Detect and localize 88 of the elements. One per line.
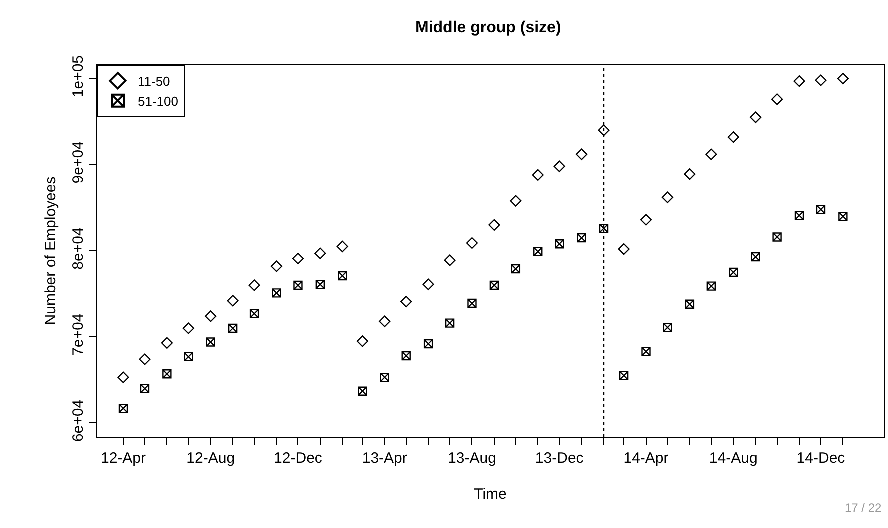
point <box>270 260 283 272</box>
y-tick-label: 9e+04 <box>70 142 87 184</box>
x-tick-label: 12-Aug <box>186 450 236 467</box>
point <box>532 169 544 182</box>
point <box>118 404 128 414</box>
point <box>402 351 411 361</box>
point <box>599 224 609 234</box>
legend-label: 11-50 <box>138 74 170 90</box>
y-tick-label: 7e+04 <box>70 314 87 356</box>
y-tick-label: 1e+05 <box>70 55 87 98</box>
point <box>316 280 326 290</box>
point <box>248 280 260 292</box>
y-tick-label: 8e+04 <box>70 228 87 270</box>
point <box>618 243 630 256</box>
x-tick-label: 14-Aug <box>709 450 758 467</box>
point <box>205 310 217 322</box>
point <box>815 74 827 86</box>
point <box>490 280 500 290</box>
point <box>162 370 172 379</box>
point <box>663 323 672 332</box>
point <box>272 288 282 298</box>
legend-label: 51-100 <box>138 94 178 109</box>
point <box>314 248 326 260</box>
point <box>140 384 150 394</box>
point <box>250 309 260 318</box>
point <box>640 214 652 226</box>
point <box>642 347 651 356</box>
x-tick-label: 13-Aug <box>448 450 496 467</box>
point <box>444 254 456 266</box>
point <box>729 268 738 278</box>
point <box>662 192 674 204</box>
point <box>184 352 194 362</box>
point <box>816 205 826 214</box>
point <box>118 372 130 384</box>
point <box>619 371 629 380</box>
point <box>750 112 762 124</box>
point <box>379 316 391 328</box>
point <box>576 148 588 160</box>
point <box>555 240 564 249</box>
point <box>598 124 610 136</box>
text: 17 / 22 <box>845 501 882 515</box>
point <box>488 219 500 231</box>
point <box>139 354 151 366</box>
point <box>292 252 304 265</box>
x-tick-label: 13-Apr <box>362 450 408 467</box>
point <box>228 324 238 334</box>
point <box>794 76 806 88</box>
point <box>751 252 760 262</box>
point <box>706 282 716 291</box>
point <box>772 94 784 106</box>
point <box>837 72 849 85</box>
x-tick-label: 14-Apr <box>624 450 669 467</box>
point <box>577 233 586 243</box>
point <box>772 232 782 242</box>
point <box>706 148 718 160</box>
point <box>380 372 390 382</box>
x-axis-title: Time <box>474 486 507 503</box>
point <box>466 237 478 250</box>
point <box>336 240 348 252</box>
point <box>534 247 543 256</box>
y-tick-label: 6e+04 <box>70 400 87 442</box>
point <box>422 278 434 290</box>
point <box>294 280 303 290</box>
point <box>511 264 521 274</box>
point <box>227 295 239 307</box>
point <box>400 296 412 308</box>
point <box>358 386 368 396</box>
chart-title: Middle group (size) <box>416 19 562 36</box>
y-axis-title: Number of Employees <box>42 176 60 326</box>
point <box>794 211 804 220</box>
point <box>728 132 740 144</box>
point <box>424 339 434 349</box>
point <box>838 212 848 222</box>
point <box>356 336 368 348</box>
point <box>685 300 695 309</box>
point <box>554 160 566 172</box>
x-tick-label: 12-Dec <box>274 450 323 467</box>
point <box>445 318 455 328</box>
x-tick-label: 14-Dec <box>796 450 846 467</box>
point <box>338 271 348 281</box>
point <box>510 195 522 207</box>
x-tick-label: 13-Dec <box>535 450 584 467</box>
point <box>206 338 216 347</box>
x-tick-label: 12-Apr <box>100 450 146 467</box>
point <box>684 168 696 180</box>
point <box>161 337 173 349</box>
point <box>182 322 194 334</box>
point <box>468 298 477 308</box>
